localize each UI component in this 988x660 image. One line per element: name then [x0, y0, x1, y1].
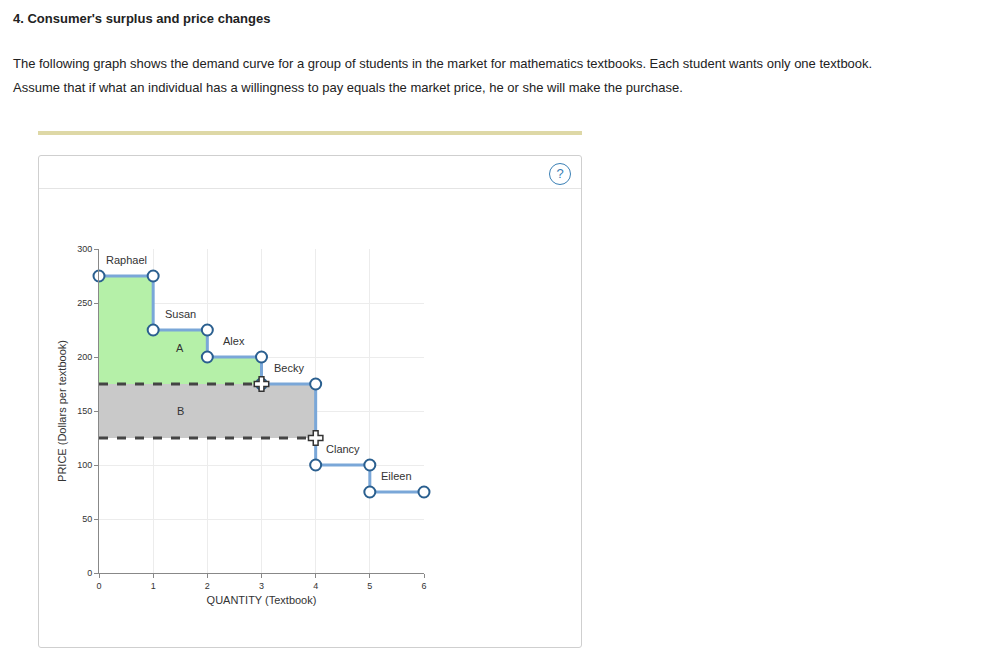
svg-text:QUANTITY (Textbook): QUANTITY (Textbook): [207, 594, 317, 606]
svg-text:0: 0: [96, 581, 101, 591]
svg-text:Becky: Becky: [274, 362, 304, 374]
svg-text:150: 150: [77, 406, 92, 416]
svg-text:1: 1: [151, 581, 156, 591]
svg-text:100: 100: [77, 460, 92, 470]
svg-text:0: 0: [87, 568, 92, 578]
svg-text:3: 3: [259, 581, 264, 591]
svg-text:250: 250: [77, 298, 92, 308]
svg-text:300: 300: [77, 244, 92, 254]
svg-text:6: 6: [421, 581, 426, 591]
html-text:Assume that if what an individ: Assume that if what an individual has a …: [13, 80, 683, 95]
svg-text:A: A: [176, 342, 184, 354]
svg-text:Raphael: Raphael: [106, 254, 147, 266]
svg-text:4: 4: [313, 581, 318, 591]
svg-text:5: 5: [367, 581, 372, 591]
svg-text:Alex: Alex: [223, 335, 245, 347]
svg-text:50: 50: [82, 514, 92, 524]
svg-text:B: B: [177, 405, 184, 417]
html-text:The following graph shows the: The following graph shows the demand cur…: [13, 56, 873, 71]
svg-text:Susan: Susan: [165, 308, 196, 320]
svg-text:200: 200: [77, 352, 92, 362]
svg-text:2: 2: [205, 581, 210, 591]
svg-text:Eileen: Eileen: [381, 470, 412, 482]
svg-text:Clancy: Clancy: [326, 443, 360, 455]
html-text:4. Consumer's surplus and pric: 4. Consumer's surplus and price changes: [13, 11, 271, 26]
svg-text:PRICE (Dollars per textbook): PRICE (Dollars per textbook): [56, 340, 68, 482]
